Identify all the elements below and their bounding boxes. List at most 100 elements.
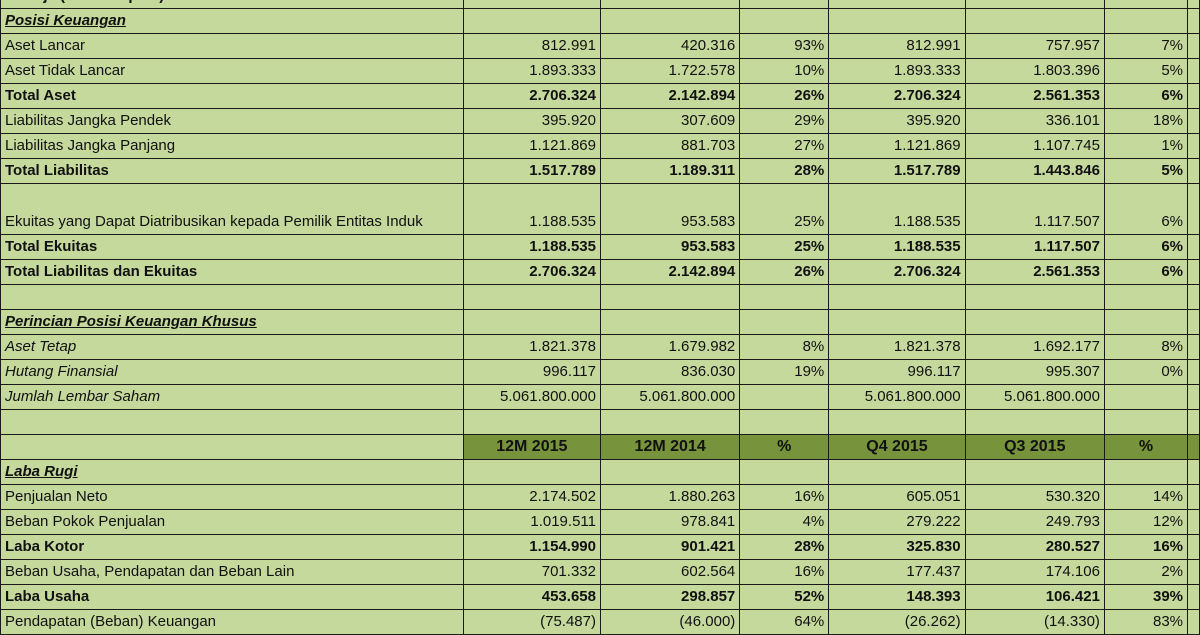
value-cell[interactable]: 1.117.507 [964,233,1105,260]
row-label-cell[interactable]: Liabilitas Jangka Panjang [0,133,464,159]
row-label-cell[interactable] [0,283,464,310]
value-cell[interactable]: 1.121.869 [462,133,601,159]
value-cell[interactable]: 1.443.846 [964,158,1105,184]
value-cell[interactable]: 177.437 [828,558,966,585]
value-cell[interactable] [739,408,830,435]
cell[interactable] [1187,533,1200,560]
cell[interactable] [599,0,741,9]
row-label-cell[interactable]: Beban Pokok Penjualan [0,508,464,535]
value-cell[interactable]: 83% [1103,608,1189,635]
value-cell[interactable]: 395.920 [828,108,966,134]
value-cell[interactable]: 25% [739,233,830,260]
value-cell[interactable]: 2.706.324 [462,258,601,285]
value-cell[interactable]: 1.517.789 [462,158,601,184]
value-cell[interactable]: 174.106 [964,558,1105,585]
cell[interactable] [1187,508,1200,535]
value-cell[interactable]: 453.658 [462,583,601,610]
value-cell[interactable]: 1.154.990 [462,533,601,560]
value-cell[interactable]: 701.332 [462,558,601,585]
cell[interactable] [1187,583,1200,610]
value-cell[interactable]: 4% [739,508,830,535]
value-cell[interactable]: 1.107.745 [964,133,1105,159]
value-cell[interactable]: 93% [739,33,830,59]
value-cell[interactable]: 6% [1103,83,1189,109]
value-cell[interactable]: 5.061.800.000 [599,383,741,410]
title-cell[interactable]: Kinerja (Miliar Rupiah) [0,0,464,9]
value-cell[interactable]: 6% [1103,233,1189,260]
row-label-cell[interactable]: Hutang Finansial [0,358,464,385]
cell[interactable] [1187,0,1200,9]
value-cell[interactable]: 996.117 [828,358,966,385]
value-cell[interactable] [1103,283,1189,310]
value-cell[interactable]: 29% [739,108,830,134]
value-cell[interactable]: 995.307 [964,358,1105,385]
value-cell[interactable] [1103,8,1189,34]
value-cell[interactable]: 1% [1103,133,1189,159]
value-cell[interactable]: 1.803.396 [964,58,1105,84]
value-cell[interactable]: 8% [739,333,830,360]
cell[interactable] [1103,0,1189,9]
value-cell[interactable]: 6% [1103,258,1189,285]
value-cell[interactable] [462,408,601,435]
value-cell[interactable]: 1.679.982 [599,333,741,360]
value-cell[interactable]: 64% [739,608,830,635]
cell[interactable] [1187,333,1200,360]
cell[interactable] [964,0,1105,9]
cell[interactable] [1187,458,1200,485]
value-cell[interactable]: 1.188.535 [828,183,966,235]
value-cell[interactable]: 5.061.800.000 [964,383,1105,410]
row-label-cell[interactable]: Aset Lancar [0,33,464,59]
value-cell[interactable] [599,8,741,34]
row-label-cell[interactable]: Posisi Keuangan [0,8,464,34]
value-cell[interactable] [739,308,830,335]
row-label-cell[interactable]: Pendapatan (Beban) Keuangan [0,608,464,635]
value-cell[interactable]: 12% [1103,508,1189,535]
value-cell[interactable]: 249.793 [964,508,1105,535]
value-cell[interactable] [828,283,966,310]
cell[interactable] [1187,308,1200,335]
row-label-cell[interactable]: Total Ekuitas [0,233,464,260]
cell[interactable] [1187,383,1200,410]
cell[interactable] [1187,283,1200,310]
cell[interactable] [1187,83,1200,109]
value-cell[interactable] [739,458,830,485]
value-cell[interactable]: 325.830 [828,533,966,560]
value-cell[interactable]: 10% [739,58,830,84]
value-cell[interactable] [462,308,601,335]
value-cell[interactable]: 298.857 [599,583,741,610]
value-cell[interactable]: 602.564 [599,558,741,585]
cell[interactable] [1187,433,1200,460]
value-cell[interactable]: 26% [739,83,830,109]
value-cell[interactable]: 901.421 [599,533,741,560]
row-label-cell[interactable]: Aset Tidak Lancar [0,58,464,84]
cell[interactable] [1187,58,1200,84]
value-cell[interactable]: 27% [739,133,830,159]
cell[interactable] [462,0,601,9]
row-label-cell[interactable]: Laba Kotor [0,533,464,560]
value-cell[interactable]: 16% [739,558,830,585]
row-label-cell[interactable]: Beban Usaha, Pendapatan dan Beban Lain [0,558,464,585]
value-cell[interactable]: 1.893.333 [462,58,601,84]
value-cell[interactable] [462,458,601,485]
value-cell[interactable]: 19% [739,358,830,385]
value-cell[interactable] [1103,308,1189,335]
value-cell[interactable]: 2.561.353 [964,83,1105,109]
row-label-cell[interactable]: Penjualan Neto [0,483,464,510]
cell[interactable] [1187,358,1200,385]
row-label-cell[interactable]: Laba Usaha [0,583,464,610]
value-cell[interactable]: (46.000) [599,608,741,635]
value-cell[interactable]: 2.561.353 [964,258,1105,285]
value-cell[interactable]: 1.880.263 [599,483,741,510]
value-cell[interactable]: 605.051 [828,483,966,510]
value-cell[interactable]: 1.893.333 [828,58,966,84]
value-cell[interactable]: (14.330) [964,608,1105,635]
value-cell[interactable]: 148.393 [828,583,966,610]
value-cell[interactable] [964,283,1105,310]
value-cell[interactable]: 812.991 [462,33,601,59]
value-cell[interactable]: 395.920 [462,108,601,134]
value-cell[interactable]: 1.117.507 [964,183,1105,235]
row-label-cell[interactable]: Aset Tetap [0,333,464,360]
value-cell[interactable]: 6% [1103,183,1189,235]
value-cell[interactable] [599,408,741,435]
value-cell[interactable]: 39% [1103,583,1189,610]
